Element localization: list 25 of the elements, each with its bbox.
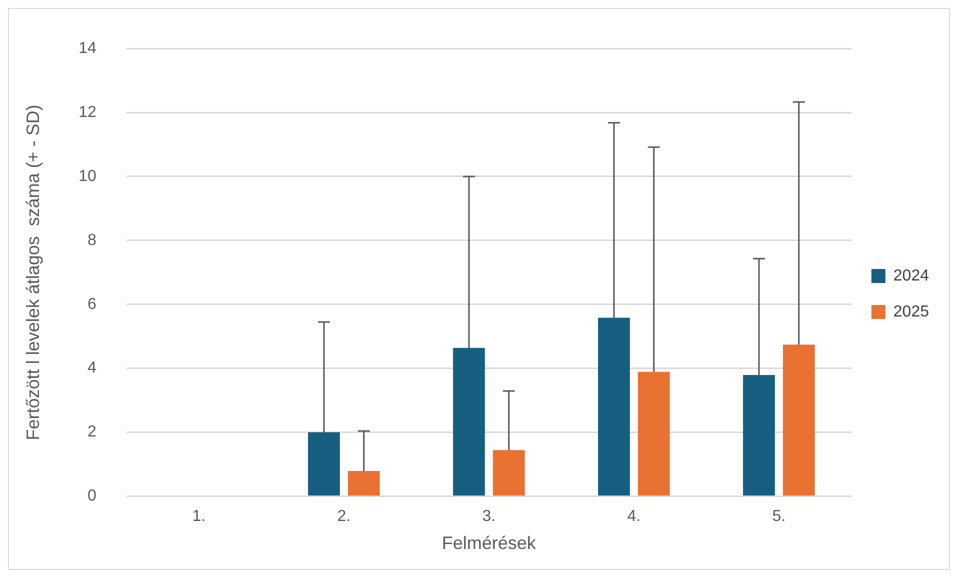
y-tick-label: 4 [87,360,96,377]
x-tick-label: 5. [772,508,786,526]
bar [453,348,485,496]
x-tick-label: 3. [482,508,496,526]
y-tick-label: 10 [78,168,96,185]
bar [348,470,380,496]
y-axis-title: Fertőzött l levelek átlagos száma (+ - SD) [22,104,43,440]
x-tick-label: 4. [627,508,641,526]
y-tick-label: 0 [87,488,96,505]
y-tick-label: 6 [87,296,96,313]
bar [598,318,630,496]
legend-label: 2025 [893,303,930,320]
bar [743,375,775,496]
y-tick-label: 12 [78,104,96,121]
bar [782,344,815,496]
y-tick-label: 8 [87,232,96,249]
x-tick-label: 1. [192,508,206,526]
x-tick-label: 2. [337,508,351,526]
legend-label: 2024 [893,267,930,284]
y-tick-label: 14 [78,40,96,58]
bar [308,432,340,496]
x-axis-title: Felmérések [442,533,537,554]
bar [638,372,670,496]
bar [492,450,525,496]
y-tick-label: 2 [87,424,96,441]
